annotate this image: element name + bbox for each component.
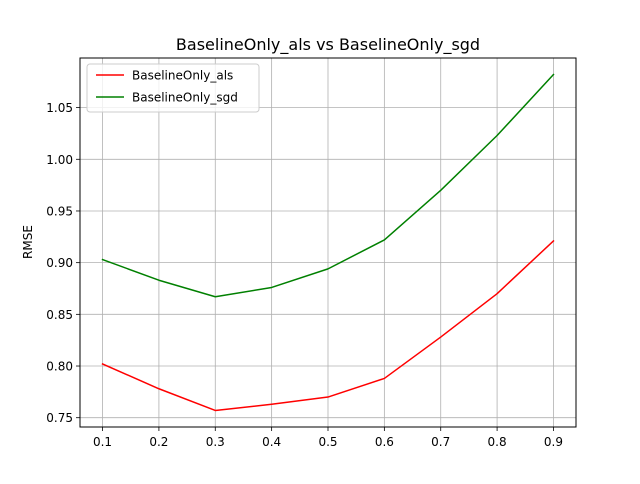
grid-lines	[80, 58, 576, 427]
series-lines	[101, 73, 555, 412]
series-line-als	[101, 239, 555, 412]
chart-title: BaselineOnly_als vs BaselineOnly_sgd	[176, 35, 480, 55]
y-tick-label: 0.75	[46, 411, 73, 425]
y-tick-label: 0.80	[46, 360, 73, 374]
y-tick-label: 0.85	[46, 308, 73, 322]
x-tick-label: 0.1	[93, 435, 112, 449]
x-tick-label: 0.3	[206, 435, 225, 449]
x-tick-label: 0.4	[262, 435, 281, 449]
legend-label-als: BaselineOnly_als	[132, 69, 233, 83]
series-line-sgd	[101, 73, 555, 298]
y-tick-label: 1.05	[46, 101, 73, 115]
x-tick-label: 0.6	[375, 435, 394, 449]
y-tick-label: 0.95	[46, 204, 73, 218]
y-tick-label: 0.90	[46, 256, 73, 270]
x-tick-label: 0.9	[544, 435, 563, 449]
x-tick-label: 0.5	[318, 435, 337, 449]
legend-label-sgd: BaselineOnly_sgd	[132, 91, 238, 105]
x-tick-label: 0.2	[149, 435, 168, 449]
axis-ticks: 0.1 0.2 0.3 0.4 0.5 0.6 0.7 0.8 0.9 0.75 0.80 0.85 0…	[46, 101, 563, 449]
x-tick-label: 0.8	[488, 435, 507, 449]
y-tick-label: 1.00	[46, 153, 73, 167]
legend: BaselineOnly_als BaselineOnly_sgd	[86, 63, 260, 113]
legend-box	[86, 63, 260, 113]
y-axis-label: RMSE	[21, 225, 35, 259]
x-tick-label: 0.7	[431, 435, 450, 449]
